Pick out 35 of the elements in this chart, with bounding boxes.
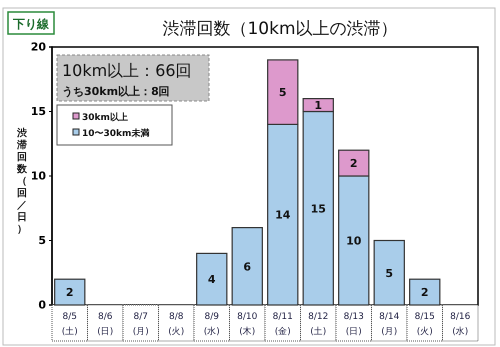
annotation: うち30km以上：8回: [62, 85, 170, 98]
text: 渋滞回数（回／日）: [17, 128, 27, 235]
x-tick-label: 8/5(土): [62, 312, 78, 337]
data-label: 1: [314, 99, 322, 112]
data-label: 6: [243, 260, 252, 274]
x-tick-label: 8/10(木): [237, 312, 258, 337]
x-tick-label: 8/6(日): [97, 312, 114, 337]
y-tick-label: 20: [30, 40, 46, 54]
data-label: 4: [208, 273, 216, 286]
data-label: 10: [346, 234, 362, 248]
y-tick-label: 15: [30, 105, 46, 118]
legend-label: 30km以上: [82, 112, 128, 123]
data-label: 2: [66, 286, 74, 300]
text: 下り線: [12, 17, 50, 31]
x-tick-label: 8/8(火): [168, 312, 184, 337]
y-tick-label: 5: [38, 234, 46, 248]
chart-title: 渋滞回数（10km以上の渋滞）: [162, 19, 398, 39]
legend-label: 10〜30km未満: [82, 128, 150, 139]
x-tick-label: 8/13(日): [344, 312, 364, 337]
annotation: 10km以上：66回: [62, 61, 192, 80]
x-tick-label: 8/9(水): [204, 312, 220, 337]
data-label: 2: [350, 157, 358, 170]
x-tick-label: 8/11(金): [272, 312, 293, 337]
x-tick-label: 8/7(月): [132, 312, 149, 337]
y-tick-label: 0: [38, 298, 46, 312]
data-label: 2: [420, 286, 429, 300]
x-tick-label: 8/14(月): [379, 312, 400, 337]
data-label: 5: [385, 266, 394, 280]
x-tick-label: 8/12(土): [308, 312, 328, 337]
y-tick-label: 10: [30, 170, 46, 183]
data-label: 15: [310, 202, 326, 216]
x-tick-label: 8/16(水): [450, 312, 471, 337]
x-tick-label: 8/15(火): [414, 312, 435, 337]
data-label: 5: [278, 86, 287, 100]
data-label: 14: [275, 208, 291, 222]
